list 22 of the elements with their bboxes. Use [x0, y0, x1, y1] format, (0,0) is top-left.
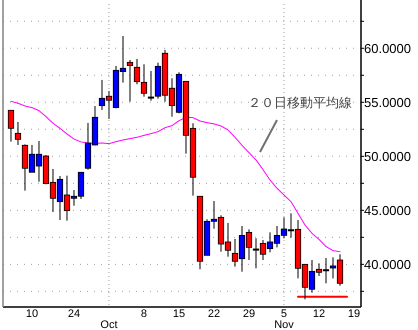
x-tick-label: 12: [312, 308, 326, 320]
candlestick: [14, 121, 22, 146]
x-tick-label: 10: [26, 308, 38, 320]
y-tick-label: 50.0000: [364, 148, 411, 164]
x-tick-label: 22: [208, 308, 220, 320]
x-tick-label: 8: [140, 308, 148, 320]
candlestick: [134, 58, 140, 85]
x-tick-label: Oct: [100, 319, 118, 330]
x-tick-label: 24: [68, 308, 80, 320]
x-tick-label: 29: [242, 308, 256, 320]
annotation: ２０日移動平均線: [248, 95, 352, 110]
candlestick: [8, 110, 14, 142]
candlestick: [140, 64, 148, 98]
y-tick-label: 40.0000: [364, 256, 411, 272]
y-tick-label: 55.0000: [364, 94, 411, 110]
y-tick-label: 60.0000: [364, 40, 411, 56]
x-tick-label: 5 Nov: [274, 308, 294, 330]
candlestick: [148, 70, 154, 102]
candlestick: [126, 59, 134, 102]
y-tick-label: 45.0000: [364, 202, 411, 218]
x-tick-label: 15: [172, 308, 186, 320]
x-tick-label: 19: [348, 308, 360, 320]
